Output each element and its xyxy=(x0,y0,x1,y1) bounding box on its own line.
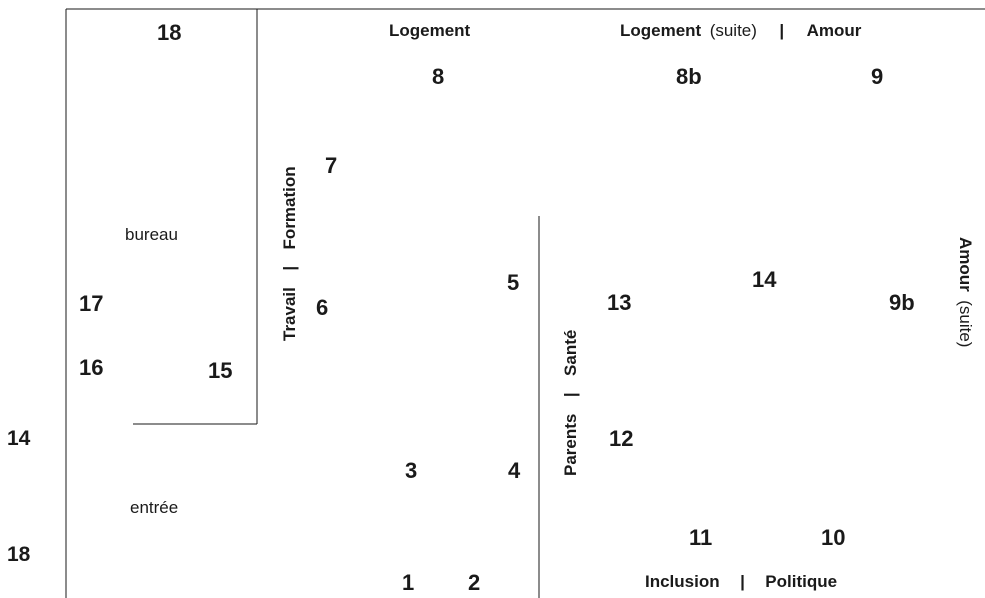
walls xyxy=(65,8,985,598)
margin-marker-14: 14 xyxy=(7,427,31,450)
separator-inclusion-politique: | xyxy=(740,572,745,591)
station-marker-11: 11 xyxy=(689,525,712,550)
station-marker-9: 9 xyxy=(871,64,883,89)
station-marker-9b: 9b xyxy=(889,290,915,315)
station-marker-8: 8 xyxy=(432,64,444,89)
zone-label-travail-formation: Travail | Formation xyxy=(280,166,299,341)
separator-logement-amour: | xyxy=(779,21,784,40)
station-marker-7: 7 xyxy=(325,153,337,178)
zone-label-logement-suite-amour: Logement (suite) | Amour xyxy=(620,21,862,40)
logement-suite-suffix: (suite) xyxy=(710,21,757,40)
station-markers: 18 8 8b 9 7 5 14 17 6 13 9b 16 15 12 3 4… xyxy=(7,20,915,595)
parents-label: Parents xyxy=(561,414,580,476)
logement-suite-bold: Logement xyxy=(620,21,702,40)
station-marker-1: 1 xyxy=(402,570,414,595)
station-marker-4: 4 xyxy=(508,458,521,483)
zone-label-parents-sante: Parents | Santé xyxy=(561,330,580,476)
separator-parents-sante: | xyxy=(561,392,580,397)
room-label-entree: entrée xyxy=(130,498,178,517)
inclusion-label: Inclusion xyxy=(645,572,720,591)
zone-label-amour-suite: Amour (suite) xyxy=(956,237,975,347)
station-marker-16: 16 xyxy=(79,355,103,380)
station-marker-8b: 8b xyxy=(676,64,702,89)
station-marker-13: 13 xyxy=(607,290,631,315)
politique-label: Politique xyxy=(765,572,837,591)
station-marker-17: 17 xyxy=(79,291,103,316)
station-marker-5: 5 xyxy=(507,270,519,295)
separator-travail-formation: | xyxy=(280,266,299,271)
station-marker-14: 14 xyxy=(752,267,777,292)
station-marker-10: 10 xyxy=(821,525,845,550)
zone-label-inclusion-politique: Inclusion | Politique xyxy=(645,572,837,591)
station-marker-15: 15 xyxy=(208,358,232,383)
station-marker-18-top: 18 xyxy=(157,20,181,45)
travail-label: Travail xyxy=(280,287,299,341)
room-label-bureau: bureau xyxy=(125,225,178,244)
formation-label: Formation xyxy=(280,166,299,249)
station-marker-2: 2 xyxy=(468,570,480,595)
station-marker-12: 12 xyxy=(609,426,633,451)
sante-label: Santé xyxy=(561,330,580,376)
margin-marker-18: 18 xyxy=(7,543,31,566)
amour-label: Amour xyxy=(807,21,862,40)
amour-suite-bold: Amour xyxy=(956,237,975,292)
station-marker-3: 3 xyxy=(405,458,417,483)
station-marker-6: 6 xyxy=(316,295,328,320)
zone-label-logement: Logement xyxy=(389,21,471,40)
amour-suite-suffix: (suite) xyxy=(956,300,975,347)
